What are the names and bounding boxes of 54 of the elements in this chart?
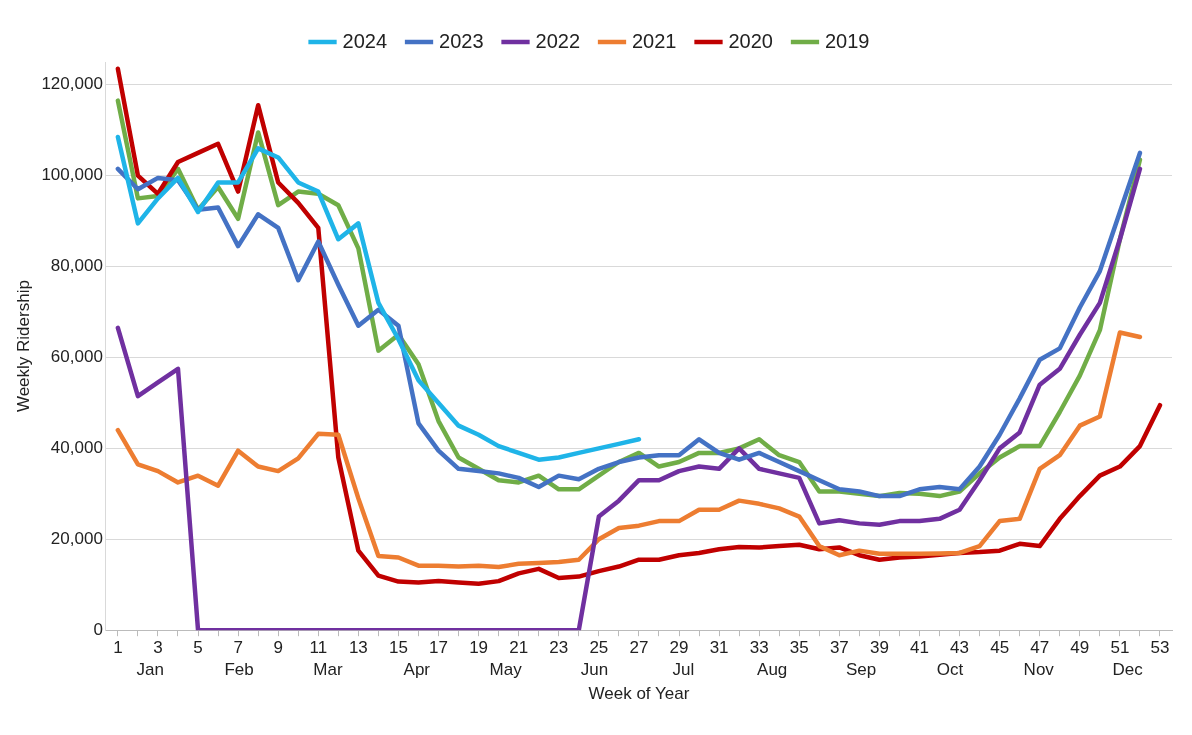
- x-tick-label: 33: [749, 638, 769, 658]
- x-tick-label: 29: [669, 638, 689, 658]
- x-tick-label: 21: [509, 638, 529, 658]
- x-tick-label: 31: [709, 638, 729, 658]
- x-tick-label: 45: [990, 638, 1010, 658]
- y-tick-label: 80,000: [50, 256, 103, 276]
- y-tick-label: 0: [93, 619, 103, 639]
- x-tick-label: 41: [910, 638, 929, 658]
- legend-label: 2023: [439, 29, 484, 52]
- text: Feb: [224, 660, 254, 680]
- x-tick-label: 49: [1070, 638, 1090, 658]
- text: Sep: [845, 660, 877, 680]
- x-tick-label: 3: [153, 638, 163, 658]
- x-tick-label: 27: [629, 638, 649, 658]
- x-tick-label: 15: [388, 638, 408, 658]
- y-tick-label: 60,000: [50, 347, 103, 367]
- x-tick-label: 43: [950, 638, 970, 658]
- y-tick-label: 20,000: [50, 528, 103, 548]
- x-tick-label: 9: [273, 638, 283, 658]
- x-tick-label: 19: [469, 638, 489, 658]
- text: Jun: [580, 660, 609, 680]
- x-tick-label: 13: [348, 638, 368, 658]
- x-tick-label: 25: [589, 638, 609, 658]
- x-tick-label: 11: [309, 638, 328, 658]
- x-tick-label: 1: [113, 638, 123, 658]
- text: Nov: [1023, 660, 1055, 680]
- x-tick-label: 39: [869, 638, 889, 658]
- x-axis-title: Week of Year: [588, 684, 690, 704]
- x-tick-label: 5: [193, 638, 203, 658]
- legend-label: 2024: [342, 29, 388, 52]
- x-tick-label: 7: [233, 638, 243, 658]
- x-tick-label: 53: [1150, 638, 1170, 658]
- x-tick-label: 51: [1110, 638, 1130, 658]
- y-tick-label: 100,000: [41, 165, 103, 185]
- text: Aug: [757, 660, 788, 680]
- x-tick-label: 35: [789, 638, 809, 658]
- legend-label: 2019: [824, 29, 870, 52]
- legend-label: 2022: [535, 29, 581, 52]
- legend-label: 2021: [632, 29, 677, 52]
- y-axis-title: Weekly Ridership: [13, 280, 33, 413]
- text: Oct: [936, 660, 964, 680]
- text: Mar: [313, 660, 343, 680]
- x-tick-label: 37: [829, 638, 849, 658]
- text: Jul: [672, 660, 695, 680]
- x-tick-label: 17: [429, 638, 448, 658]
- text: Dec: [1112, 660, 1144, 680]
- text: Apr: [403, 660, 431, 680]
- y-tick-label: 40,000: [50, 438, 103, 458]
- y-tick-label: 120,000: [41, 74, 103, 94]
- text: Jan: [136, 660, 164, 680]
- x-tick-label: 23: [549, 638, 569, 658]
- legend-label: 2020: [728, 29, 773, 52]
- text: May: [489, 660, 523, 680]
- x-tick-label: 47: [1030, 638, 1050, 658]
